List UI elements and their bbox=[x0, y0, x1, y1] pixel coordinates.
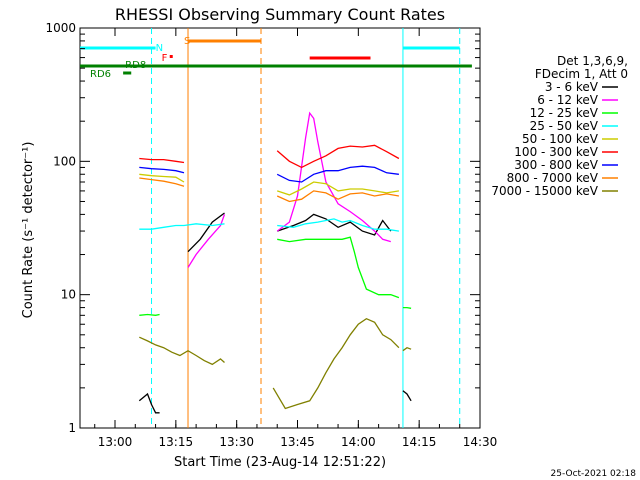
series-3-segment-1 bbox=[277, 218, 400, 232]
series-4-segment-0 bbox=[139, 173, 185, 183]
legend-label-4: 50 - 100 keV bbox=[522, 132, 599, 146]
flag-label-1: F bbox=[162, 53, 168, 64]
series-0-segment-0 bbox=[138, 392, 160, 414]
series-8-segment-0 bbox=[139, 336, 225, 366]
chart-title: RHESSI Observing Summary Count Rates bbox=[115, 5, 445, 24]
x-tick-label-5: 14:15 bbox=[402, 435, 437, 449]
legend-label-5: 100 - 300 keV bbox=[514, 145, 598, 159]
decimation-label-0: RD8 bbox=[125, 60, 146, 71]
legend-label-0: 3 - 6 keV bbox=[545, 80, 599, 94]
flag-label-0: N bbox=[156, 43, 163, 54]
series-0-segment-2 bbox=[276, 213, 392, 236]
x-tick-label-6: 14:30 bbox=[463, 435, 498, 449]
series-3-segment-0 bbox=[139, 223, 225, 230]
flare-marker-dot bbox=[169, 55, 173, 58]
flag-label-2: S bbox=[184, 36, 190, 47]
y-tick-label-3: 1000 bbox=[45, 21, 76, 35]
legend-label-1: 6 - 12 keV bbox=[537, 93, 599, 107]
x-axis-label: Start Time (23-Aug-14 12:51:22) bbox=[174, 455, 386, 470]
series-7-segment-0 bbox=[139, 177, 185, 187]
data-layer: NF S RD8 RD6 bbox=[80, 28, 472, 428]
x-tick-label-1: 13:15 bbox=[159, 435, 194, 449]
series-8-segment-2 bbox=[402, 346, 412, 352]
timestamp: 25-Oct-2021 02:18 bbox=[551, 469, 637, 479]
series-5-segment-0 bbox=[139, 157, 185, 164]
x-tick-label-0: 13:00 bbox=[98, 435, 133, 449]
axes-layer: 13:00 13:15 13:30 13:45 14:00 14:15 14:30 1 10 10… bbox=[45, 21, 497, 449]
legend-label-6: 300 - 800 keV bbox=[514, 158, 598, 172]
series-5-segment-1 bbox=[276, 144, 400, 169]
plot-frame bbox=[79, 27, 481, 429]
series-7-segment-1 bbox=[276, 190, 400, 203]
legend-label-2: 12 - 25 keV bbox=[530, 106, 599, 120]
legend-label-3: 25 - 50 keV bbox=[530, 119, 599, 133]
series-6-segment-0 bbox=[139, 166, 185, 174]
series-8-segment-1 bbox=[272, 317, 400, 410]
series-1-segment-0 bbox=[187, 214, 226, 268]
y-tick-label-0: 1 bbox=[68, 421, 76, 435]
series-0-segment-3 bbox=[402, 390, 412, 402]
series-2-segment-2 bbox=[402, 306, 412, 309]
series-4-segment-1 bbox=[276, 181, 400, 196]
x-tick-label-4: 14:00 bbox=[341, 435, 376, 449]
series-2-segment-0 bbox=[139, 313, 160, 316]
series-0-segment-1 bbox=[187, 212, 225, 253]
x-tick-label-2: 13:30 bbox=[219, 435, 254, 449]
y-axis-label: Count Rate (s⁻¹ detector⁻¹) bbox=[21, 142, 36, 319]
legend-label-7: 800 - 7000 keV bbox=[507, 171, 599, 185]
legend-label-8: 7000 - 15000 keV bbox=[491, 184, 598, 198]
legend-header-1: Det 1,3,6,9, bbox=[557, 54, 628, 68]
series-2-segment-1 bbox=[277, 236, 400, 299]
y-tick-label-1: 10 bbox=[61, 288, 76, 302]
x-tick-label-3: 13:45 bbox=[280, 435, 315, 449]
decimation-label-1: RD6 bbox=[90, 69, 111, 80]
legend: Det 1,3,6,9, FDecim 1, Att 0 3 - 6 keV6 … bbox=[491, 54, 628, 198]
series-1-segment-1 bbox=[276, 111, 391, 243]
legend-header-2: FDecim 1, Att 0 bbox=[535, 67, 628, 81]
series-6-segment-1 bbox=[276, 165, 399, 183]
y-tick-label-2: 100 bbox=[53, 154, 76, 168]
